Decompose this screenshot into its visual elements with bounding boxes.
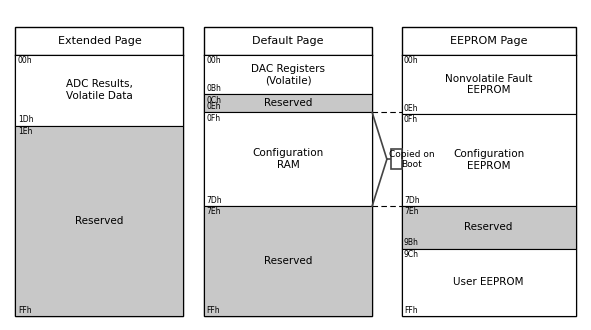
Text: Default Page: Default Page bbox=[252, 36, 324, 46]
Bar bbox=[204, 206, 372, 316]
Text: 0Eh: 0Eh bbox=[404, 104, 418, 113]
Text: Copied on
Boot: Copied on Boot bbox=[389, 150, 434, 169]
Text: 0Fh: 0Fh bbox=[404, 115, 418, 124]
Text: FFh: FFh bbox=[18, 306, 31, 315]
Text: 7Eh: 7Eh bbox=[206, 207, 221, 216]
Text: DAC Registers
(Volatile): DAC Registers (Volatile) bbox=[251, 64, 325, 85]
Bar bbox=[15, 126, 183, 316]
Text: Reserved: Reserved bbox=[264, 256, 312, 266]
Text: 7Dh: 7Dh bbox=[206, 196, 222, 205]
Text: 00h: 00h bbox=[404, 56, 418, 65]
Text: Reserved: Reserved bbox=[75, 216, 124, 226]
Text: 1Eh: 1Eh bbox=[18, 127, 32, 136]
Text: 0Fh: 0Fh bbox=[206, 114, 220, 123]
Text: FFh: FFh bbox=[404, 306, 418, 315]
Bar bbox=[402, 249, 576, 316]
Text: 9Bh: 9Bh bbox=[404, 239, 419, 248]
Text: Nonvolatile Fault
EEPROM: Nonvolatile Fault EEPROM bbox=[445, 74, 532, 95]
Text: ADC Results,
Volatile Data: ADC Results, Volatile Data bbox=[66, 80, 133, 101]
Bar bbox=[15, 27, 183, 316]
Bar bbox=[402, 206, 576, 249]
Text: 1Dh: 1Dh bbox=[18, 115, 33, 124]
Text: User EEPROM: User EEPROM bbox=[453, 278, 524, 287]
Text: EEPROM Page: EEPROM Page bbox=[450, 36, 527, 46]
Bar bbox=[204, 27, 372, 316]
Text: 0Bh: 0Bh bbox=[206, 84, 222, 93]
Text: Configuration
RAM: Configuration RAM bbox=[252, 148, 324, 170]
Text: Extended Page: Extended Page bbox=[57, 36, 141, 46]
Text: 9Ch: 9Ch bbox=[404, 250, 419, 259]
Text: Reserved: Reserved bbox=[264, 98, 312, 108]
Text: FFh: FFh bbox=[206, 306, 220, 315]
Text: 0Eh: 0Eh bbox=[206, 102, 221, 111]
Bar bbox=[204, 55, 372, 94]
Bar bbox=[15, 55, 183, 126]
Bar bbox=[204, 113, 372, 206]
Text: 0Ch: 0Ch bbox=[206, 96, 222, 105]
Bar bbox=[391, 149, 402, 169]
Text: 00h: 00h bbox=[206, 56, 221, 65]
Text: 7Eh: 7Eh bbox=[404, 207, 418, 216]
Bar bbox=[402, 55, 576, 114]
Text: Reserved: Reserved bbox=[465, 222, 513, 232]
Bar bbox=[204, 94, 372, 113]
Text: Configuration
EEPROM: Configuration EEPROM bbox=[453, 149, 524, 171]
Bar bbox=[402, 27, 576, 316]
Text: 7Dh: 7Dh bbox=[404, 196, 420, 205]
Text: 00h: 00h bbox=[18, 56, 33, 65]
Bar bbox=[402, 114, 576, 206]
